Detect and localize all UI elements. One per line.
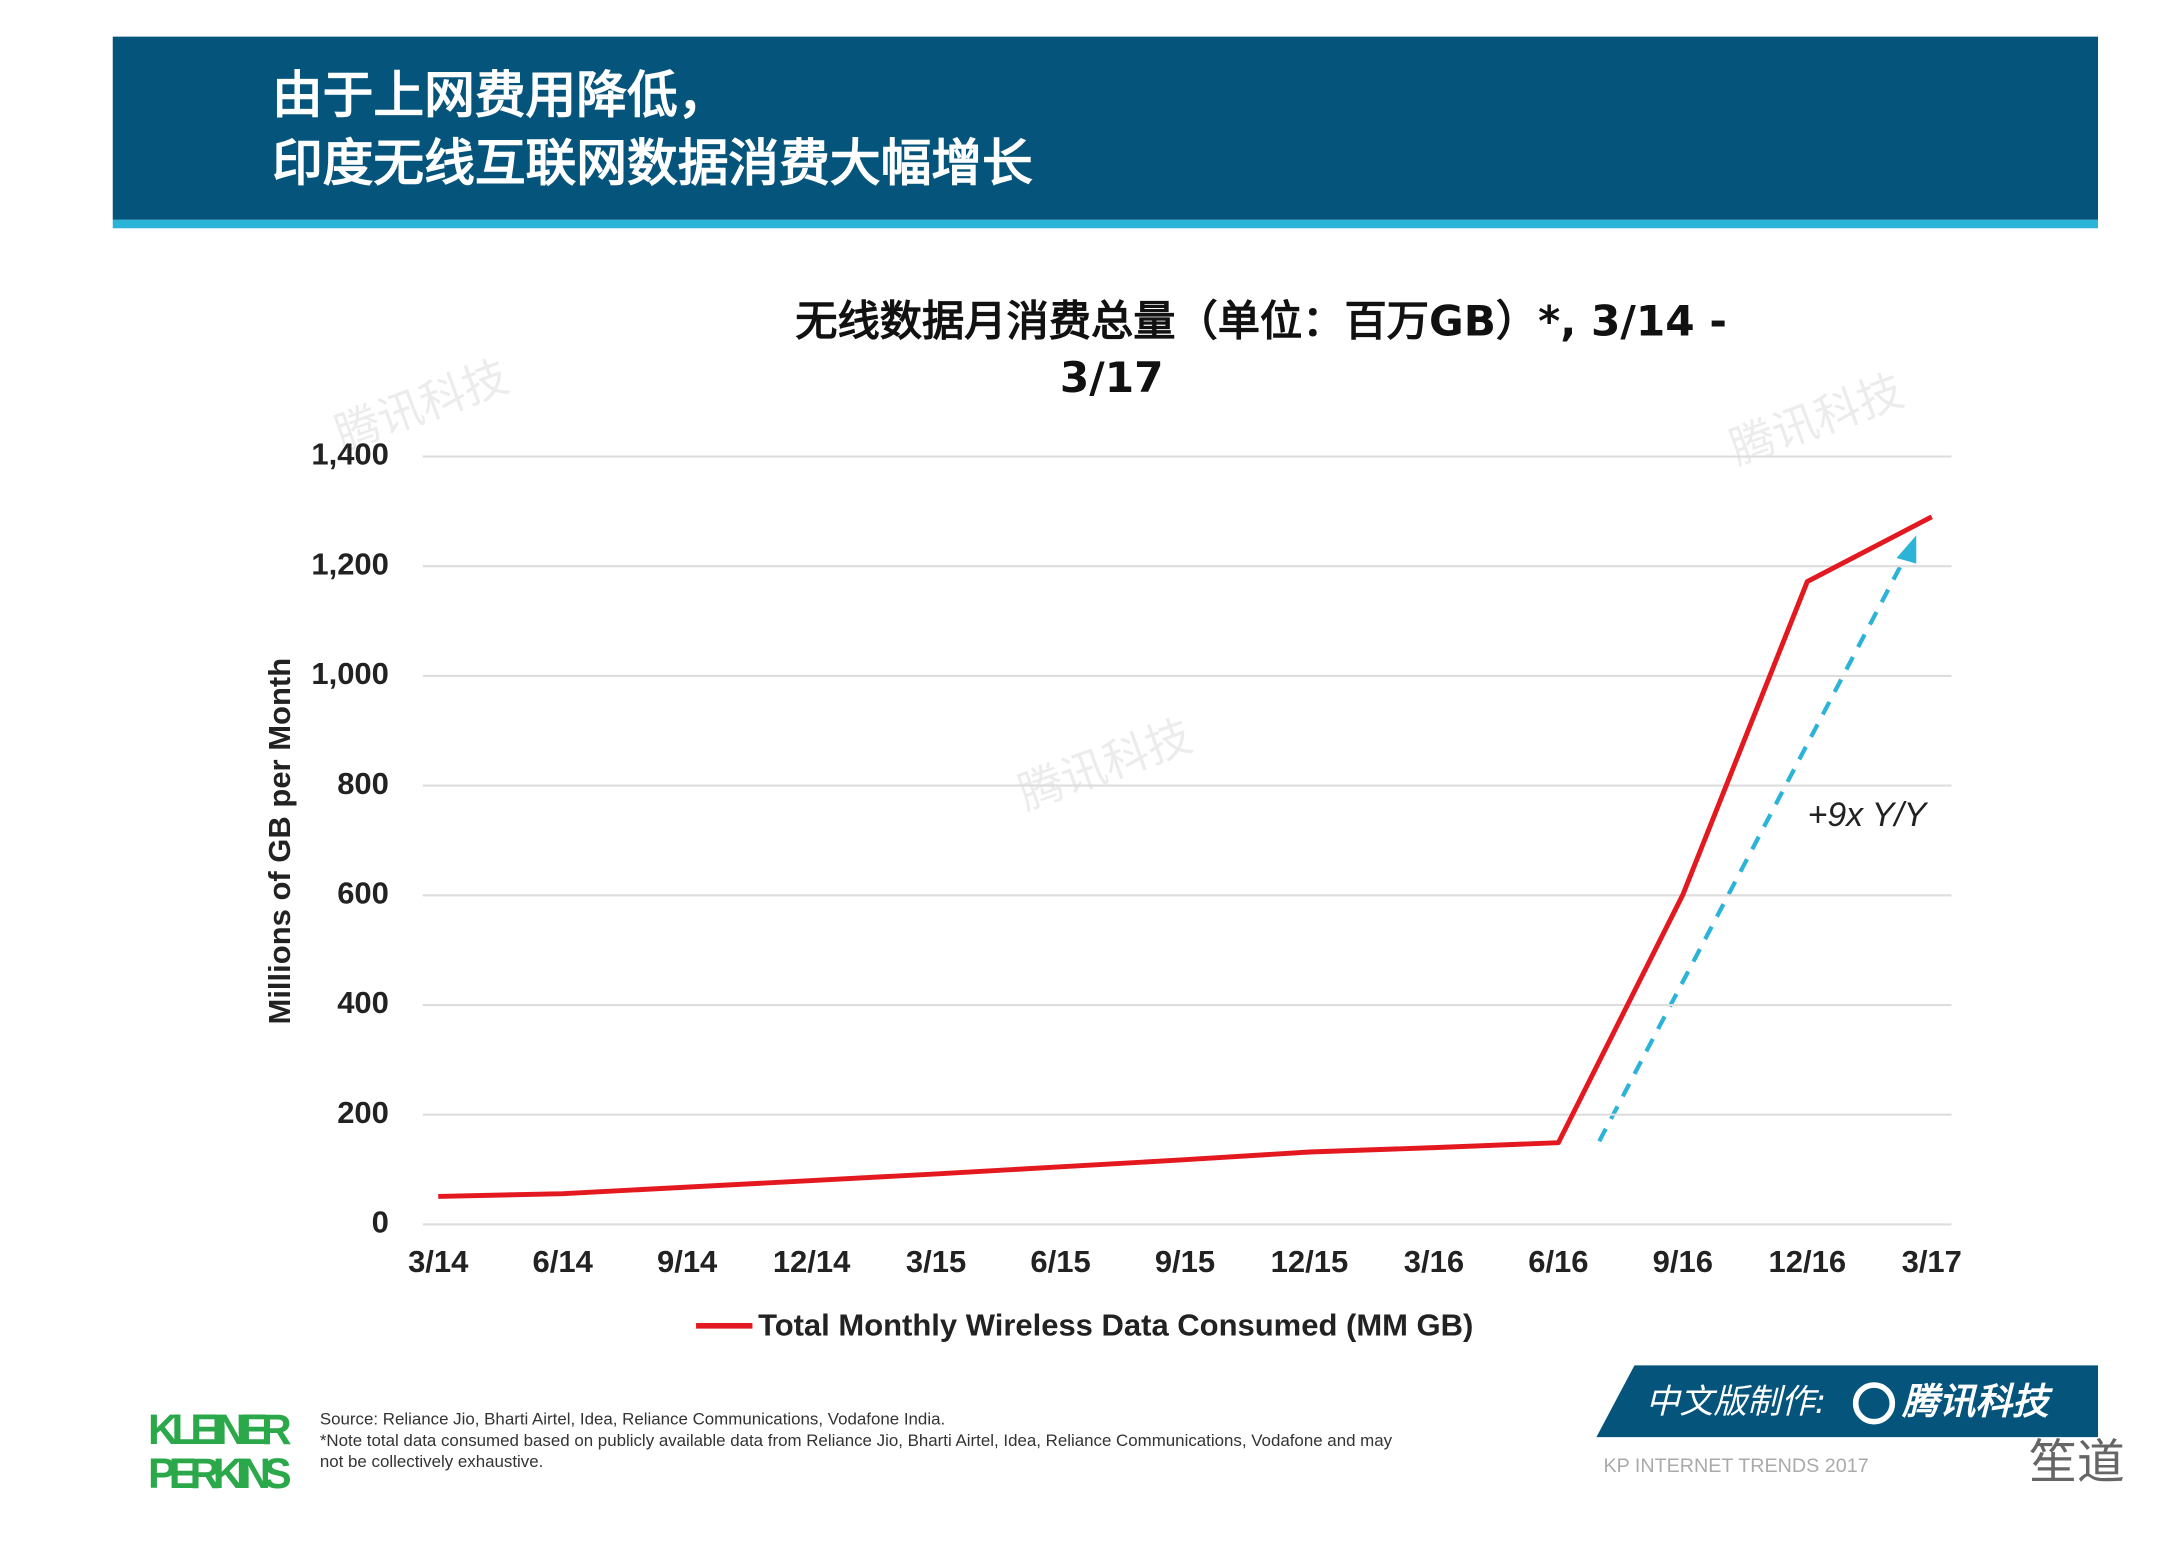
y-tick-label: 1,000 — [311, 656, 389, 691]
chart-title: 无线数据月消费总量（单位：百万GB）*, 3/14 - — [795, 297, 1727, 346]
y-tick-label: 1,200 — [311, 546, 389, 581]
x-tick-label: 6/15 — [1030, 1244, 1090, 1279]
growth-arrow — [1597, 548, 1912, 1143]
chart-title: 3/17 — [1060, 353, 1164, 402]
credit: 中文版制作: — [1646, 1382, 1826, 1421]
y-tick-label: 200 — [337, 1095, 389, 1130]
data-line — [438, 514, 1933, 1199]
x-tick-label: 12/14 — [773, 1244, 851, 1279]
x-tick-label: 9/16 — [1653, 1244, 1713, 1279]
x-tick-label: 6/16 — [1528, 1244, 1588, 1279]
x-tick-label: 12/15 — [1271, 1244, 1349, 1279]
arrow-head — [1896, 535, 1917, 564]
note: not be collectively exhaustive. — [320, 1452, 543, 1471]
x-tick-label: 3/17 — [1902, 1244, 1962, 1279]
note: *Note total data consumed based on publi… — [320, 1431, 1393, 1450]
legend-label: Total Monthly Wireless Data Consumed (MM… — [758, 1307, 1473, 1342]
x-tick-label: 9/14 — [657, 1244, 718, 1279]
header-title: 由于上网费用降低， — [272, 66, 728, 125]
header-band — [112, 36, 2099, 220]
x-tick-label: 3/14 — [408, 1244, 469, 1279]
y-tick-label: 400 — [337, 985, 389, 1020]
annotation: +9x Y/Y — [1808, 796, 1929, 834]
x-tick-label: 9/15 — [1155, 1244, 1215, 1279]
source: Source: Reliance Jio, Bharti Airtel, Ide… — [320, 1410, 945, 1429]
trends: KP INTERNET TRENDS 2017 — [1603, 1455, 1868, 1477]
wechat-mark: 笙道 — [2029, 1435, 2125, 1490]
watermark: 腾讯科技 — [1011, 709, 1199, 820]
credit-brand: 腾讯科技 — [1901, 1380, 2054, 1423]
x-tick-label: 3/15 — [906, 1244, 966, 1279]
y-tick-label: 600 — [337, 876, 389, 911]
y-axis-label: Millions of GB per Month — [262, 658, 297, 1025]
credit-band — [1596, 1365, 2099, 1438]
y-tick-label: 0 — [372, 1205, 389, 1240]
y-tick-label: 800 — [337, 766, 389, 801]
watermark: 腾讯科技 — [1723, 364, 1911, 475]
logo: KLEINER — [148, 1406, 292, 1453]
x-tick-label: 12/16 — [1769, 1244, 1847, 1279]
brand-icon — [1852, 1382, 1896, 1425]
x-tick-label: 6/14 — [533, 1244, 594, 1279]
header-title: 印度无线互联网数据消费大幅增长 — [272, 133, 1033, 192]
header-rule — [112, 219, 2099, 229]
y-tick-label: 1,400 — [311, 437, 389, 472]
x-tick-label: 3/16 — [1404, 1244, 1464, 1279]
logo: PERKINS — [148, 1450, 292, 1497]
